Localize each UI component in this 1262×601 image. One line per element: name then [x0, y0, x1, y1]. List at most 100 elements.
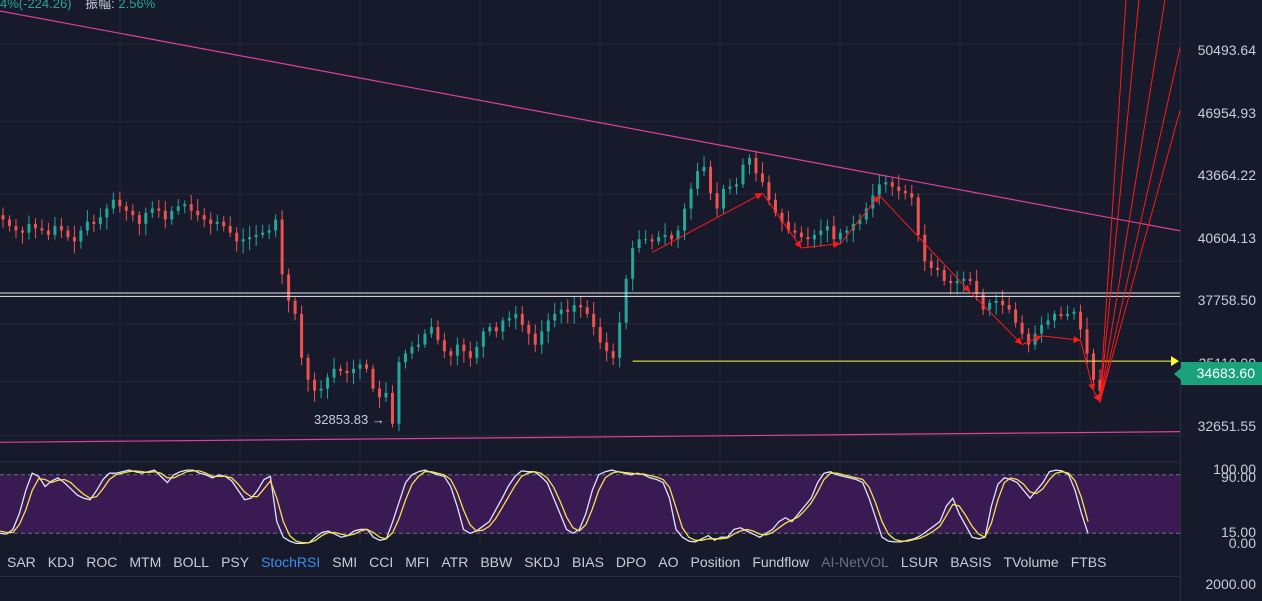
candle-body	[507, 318, 511, 321]
candle-body	[326, 377, 330, 389]
zigzag-arrow-icon	[962, 284, 971, 292]
candle-body	[79, 230, 83, 242]
indicator-tab-bias[interactable]: BIAS	[572, 554, 604, 570]
candle-body	[196, 210, 200, 216]
indicator-tab-position[interactable]: Position	[690, 554, 741, 570]
indicator-tick: 100.00	[1213, 461, 1256, 477]
candle-body	[1007, 305, 1011, 310]
candle-body	[150, 208, 154, 213]
candle-body	[92, 221, 96, 224]
candle-body	[183, 204, 187, 207]
candle-body	[968, 278, 972, 281]
candle-body	[955, 280, 959, 284]
candle-body	[423, 333, 427, 345]
zigzag-arrow-icon	[1073, 335, 1081, 343]
price-axis[interactable]: 50493.64 46954.93 43664.22 40604.13 3775…	[1174, 0, 1262, 601]
candle-body	[274, 219, 278, 231]
indicator-tab-roc[interactable]: ROC	[86, 554, 118, 570]
candle-body	[670, 234, 674, 240]
candle-body	[144, 212, 148, 224]
candle-body	[1040, 324, 1044, 334]
low-price-value: 32853.83	[314, 412, 369, 427]
candle-body	[702, 166, 706, 172]
candle-body	[280, 219, 284, 275]
zigzag-arrow-icon	[1088, 383, 1096, 391]
candle-body	[377, 388, 381, 398]
candle-body	[799, 232, 803, 238]
zigzag-arrow-icon	[1033, 335, 1042, 342]
indicator-tab-stochrsi[interactable]: StochRSI	[261, 554, 321, 570]
candle-body	[741, 164, 745, 185]
candle-body	[20, 230, 24, 233]
candle-body	[624, 278, 628, 323]
candle-body	[559, 309, 563, 314]
candle-body	[780, 212, 784, 222]
candle-body	[222, 221, 226, 227]
candle-body	[819, 230, 823, 235]
indicator-tab-smi[interactable]: SMI	[332, 554, 358, 570]
indicator-tab-cci[interactable]: CCI	[369, 554, 394, 570]
zigzag-arrow-icon	[1014, 337, 1023, 345]
candle-body	[754, 158, 758, 174]
indicator-tab-ftbs[interactable]: FTBS	[1070, 554, 1107, 570]
candle-body	[339, 368, 343, 371]
candle-body	[131, 210, 135, 216]
indicator-tab-dpo[interactable]: DPO	[615, 554, 647, 570]
indicator-tab-tvolume[interactable]: TVolume	[1003, 554, 1059, 570]
chart-svg[interactable]	[0, 0, 1180, 601]
indicator-tick: 15.00	[1220, 524, 1256, 540]
candle-body	[14, 226, 18, 231]
candle-body	[436, 327, 440, 341]
candle-body	[683, 208, 687, 231]
indicator-tab-ao[interactable]: AO	[658, 554, 679, 570]
candle-body	[611, 351, 615, 358]
candle-body	[962, 278, 966, 281]
candle-body	[137, 215, 141, 224]
candle-body	[118, 199, 122, 207]
indicator-tab-fundflow[interactable]: Fundflow	[752, 554, 810, 570]
indicator-tab-sar[interactable]: SAR	[7, 554, 36, 570]
candle-body	[1046, 320, 1050, 325]
indicator-tab-atr[interactable]: ATR	[441, 554, 469, 570]
candle-body	[910, 193, 914, 198]
candle-body	[592, 313, 596, 328]
candle-body	[760, 173, 764, 183]
indicator-tab-boll[interactable]: BOLL	[173, 554, 210, 570]
zigzag-segment	[651, 192, 763, 253]
candle-body	[455, 344, 459, 356]
indicator-tab-mtm[interactable]: MTM	[129, 554, 162, 570]
indicator-tab-skdj[interactable]: SKDJ	[524, 554, 561, 570]
candle-body	[728, 186, 732, 189]
indicator-tab-psy[interactable]: PSY	[221, 554, 250, 570]
zigzag-arrow-icon	[833, 240, 841, 248]
candle-body	[261, 232, 265, 235]
indicator-tab-mfi[interactable]: MFI	[405, 554, 430, 570]
candle-body	[1092, 353, 1096, 380]
candle-body	[442, 340, 446, 352]
candle-body	[384, 392, 388, 398]
indicator-tab-kdj[interactable]: KDJ	[47, 554, 75, 570]
candle-body	[637, 239, 641, 249]
candle-body	[631, 248, 635, 279]
indicator-tab-basis[interactable]: BASIS	[950, 554, 992, 570]
candle-body	[734, 184, 738, 187]
stochrsi-band	[0, 474, 1180, 534]
candle-body	[248, 237, 252, 240]
indicator-tab-lsur[interactable]: LSUR	[900, 554, 939, 570]
candle-body	[254, 234, 258, 238]
candle-body	[553, 313, 557, 321]
candle-body	[806, 237, 810, 240]
change-text: 4%(-224.26)	[0, 0, 72, 11]
candle-body	[468, 351, 472, 358]
candle-body	[85, 221, 89, 231]
indicator-tab-ai-netvol[interactable]: AI-NetVOL	[821, 554, 889, 570]
candle-body	[689, 188, 693, 209]
indicator-tab-bbw[interactable]: BBW	[480, 554, 513, 570]
candle-body	[176, 206, 180, 211]
zigzag-segment	[1099, 45, 1180, 402]
candle-body	[598, 327, 602, 343]
candle-body	[923, 234, 927, 262]
candle-body	[345, 370, 349, 374]
bottom-tick: 2000.00	[1205, 576, 1256, 592]
